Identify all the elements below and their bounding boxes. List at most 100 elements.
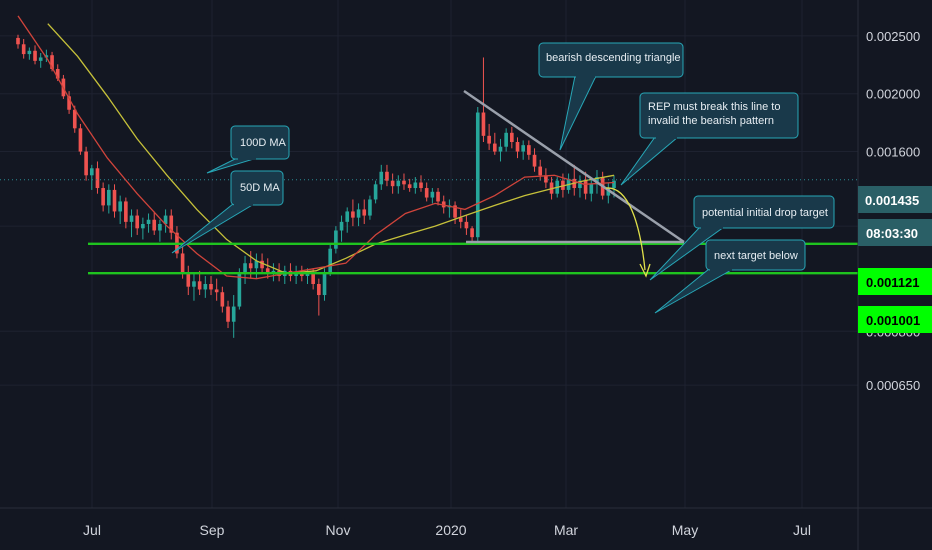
- callout-text: invalid the bearish pattern: [648, 115, 774, 127]
- candle-body: [328, 248, 333, 274]
- candle-body: [334, 230, 338, 249]
- candle-body: [544, 175, 548, 183]
- candle-body: [458, 217, 463, 222]
- candle-body: [124, 201, 128, 222]
- candle-body: [419, 182, 423, 189]
- y-tick-label: 0.002000: [866, 87, 920, 102]
- callout-50d-ma[interactable]: 50D MA: [171, 170, 284, 254]
- callout-100d-ma[interactable]: 100D MA: [206, 125, 290, 174]
- candle-body: [169, 215, 174, 233]
- candle-body: [163, 215, 168, 224]
- x-tick-label: Mar: [554, 522, 578, 538]
- candle-body: [118, 201, 122, 212]
- candle-body: [55, 68, 60, 79]
- candle-body: [322, 273, 327, 296]
- candle-body: [475, 112, 480, 238]
- candle-body: [129, 215, 134, 222]
- candle-body: [146, 219, 151, 224]
- candle-body: [441, 201, 446, 208]
- x-tick-label: Jul: [793, 522, 811, 538]
- candle-body: [492, 143, 497, 152]
- candle-body: [345, 211, 350, 222]
- current-price-badge: 0.001435: [858, 186, 932, 213]
- x-tick-label: Jul: [83, 522, 101, 538]
- callout-break-line[interactable]: REP must break this line to invalid the …: [620, 92, 799, 186]
- candle-body: [299, 273, 304, 277]
- candle-body: [407, 184, 412, 189]
- candle-body: [413, 182, 418, 189]
- candle-body: [538, 166, 543, 176]
- y-tick-label: 0.002500: [866, 29, 920, 44]
- candle-body: [379, 171, 384, 185]
- candle-body: [72, 109, 77, 129]
- y-tick-label: 0.000650: [866, 378, 920, 393]
- countdown-label: 08:03:30: [866, 226, 918, 241]
- candle-body: [95, 168, 100, 189]
- countdown-badge: 08:03:30: [858, 219, 932, 246]
- candle-body: [424, 188, 429, 198]
- candle-body: [192, 281, 196, 287]
- candle-body: [606, 188, 611, 196]
- candle-body: [135, 215, 140, 229]
- candle-body: [33, 50, 37, 61]
- candle-body: [89, 168, 94, 176]
- level-badge-label: 0.001001: [866, 313, 920, 328]
- candle-body: [248, 263, 253, 269]
- candle-body: [220, 292, 225, 307]
- candle-body: [362, 209, 367, 216]
- candle-body: [385, 171, 389, 181]
- ma50-line: [17, 15, 615, 280]
- candle-body: [521, 145, 525, 152]
- candle-body: [504, 132, 508, 147]
- candle-body: [27, 50, 32, 55]
- candle-body: [203, 283, 208, 290]
- candle-body: [487, 135, 491, 144]
- candle-body: [67, 96, 71, 110]
- triangle-upper-trendline[interactable]: [463, 89, 685, 244]
- candle-body: [260, 260, 264, 269]
- candle-body: [50, 55, 54, 69]
- candle-body: [78, 128, 83, 152]
- projection-arrowhead: [639, 263, 651, 278]
- x-tick-label: Sep: [200, 522, 225, 538]
- candle-body: [311, 273, 315, 284]
- candle-body: [436, 191, 440, 202]
- candle-body: [402, 180, 406, 185]
- level-badge: 0.001121: [858, 268, 932, 295]
- callout-text: potential initial drop target: [702, 207, 828, 219]
- candle-body: [237, 273, 242, 307]
- candle-body: [209, 283, 213, 290]
- candle-body: [612, 180, 616, 189]
- candle-body: [231, 306, 236, 322]
- candle-body: [38, 57, 43, 61]
- level-badge-label: 0.001121: [866, 275, 920, 290]
- candle-body: [152, 219, 157, 231]
- candle-body: [214, 289, 219, 293]
- candle-body: [197, 281, 202, 290]
- candle-body: [112, 189, 117, 212]
- candle-body: [396, 180, 401, 187]
- candle-body: [578, 180, 582, 189]
- candle-body: [265, 268, 270, 274]
- x-tick-labels: Jul Sep Nov 2020 Mar May Jul: [83, 522, 811, 538]
- callout-next-target[interactable]: next target below: [654, 239, 806, 314]
- candle-body: [532, 154, 537, 167]
- candle-body: [254, 260, 259, 269]
- candle-body: [317, 283, 321, 296]
- candle-body: [373, 184, 378, 200]
- candle-body: [589, 184, 594, 194]
- callout-initial-drop-target[interactable]: potential initial drop target: [649, 195, 835, 281]
- plot-area[interactable]: [0, 15, 858, 338]
- time-axis[interactable]: Jul Sep Nov 2020 Mar May Jul: [83, 522, 811, 538]
- candle-body: [510, 132, 514, 143]
- callout-bearish-triangle[interactable]: bearish descending triangle: [538, 42, 684, 151]
- candle-body: [294, 273, 298, 277]
- candle-body: [527, 145, 531, 155]
- candle-body: [226, 306, 230, 322]
- candle-body: [339, 221, 344, 231]
- candle-body: [305, 273, 310, 277]
- candle-body: [368, 199, 372, 216]
